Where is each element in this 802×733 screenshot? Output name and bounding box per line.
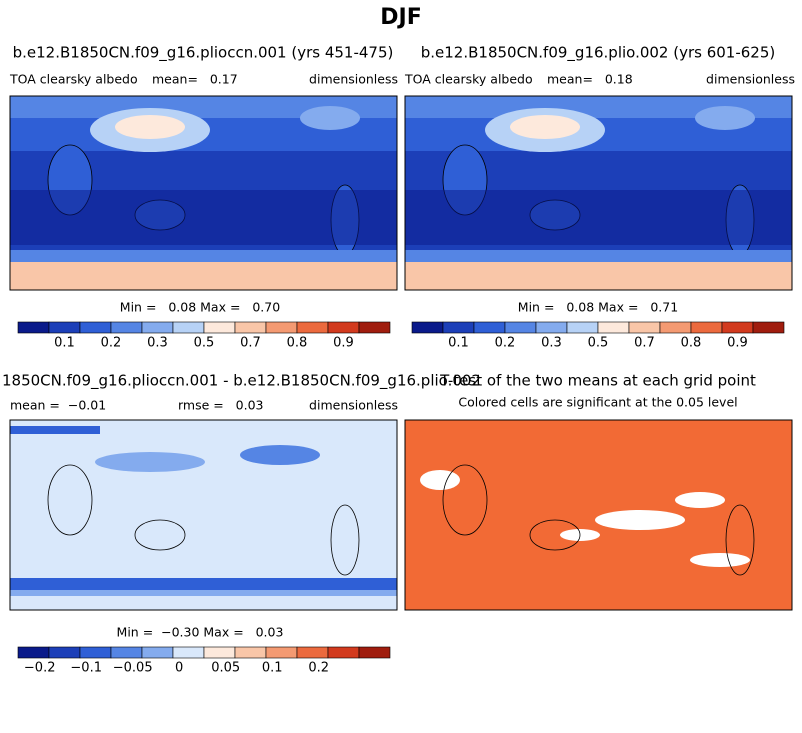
panel-title: b.e12.B1850CN.f09_g16.plioccn.001 (yrs 4… <box>13 44 394 63</box>
map <box>404 95 793 291</box>
colorbar-box <box>566 321 599 334</box>
variable-label: TOA clearsky albedo <box>9 72 138 87</box>
colorbar-label: 0.1 <box>54 336 75 351</box>
colorbar-box <box>597 321 630 334</box>
mean-label: mean= 0.17 <box>152 72 238 87</box>
colorbar-box <box>411 321 444 334</box>
colorbar-box <box>17 321 50 334</box>
min-max: Min = 0.08 Max = 0.71 <box>518 300 678 315</box>
colorbar-box <box>265 646 298 659</box>
colorbar-box <box>234 646 267 659</box>
colorbar-label: 0.3 <box>147 336 168 351</box>
colorbar-box <box>17 646 50 659</box>
colorbar-box <box>48 646 81 659</box>
colorbar-box <box>110 321 143 334</box>
colorbar-label: −0.1 <box>70 661 102 676</box>
colorbar-label: 0.1 <box>448 336 469 351</box>
panel-title: 1850CN.f09_g16.plioccn.001 - b.e12.B1850… <box>2 372 481 391</box>
colorbar-box <box>358 646 391 659</box>
colorbar-box <box>48 321 81 334</box>
colorbar-box <box>296 646 329 659</box>
figure-title: DJF <box>380 5 421 30</box>
colorbar-box <box>172 321 205 334</box>
colorbar-box <box>203 646 236 659</box>
panel-title: b.e12.B1850CN.f09_g16.plio.002 (yrs 601-… <box>421 44 776 63</box>
colorbar-label: 0.5 <box>194 336 215 351</box>
colorbar-box <box>659 321 692 334</box>
colorbar-label: 0.3 <box>541 336 562 351</box>
colorbar-label: 0.2 <box>308 661 329 676</box>
colorbar-box <box>473 321 506 334</box>
colorbar-box <box>79 321 112 334</box>
colorbar-box <box>327 646 360 659</box>
colorbar-label: 0.5 <box>588 336 609 351</box>
colorbar-box <box>721 321 754 334</box>
map <box>404 419 793 611</box>
colorbar-box <box>296 321 329 334</box>
colorbar-label: 0 <box>175 661 183 676</box>
colorbar-box <box>265 321 298 334</box>
colorbar-box <box>141 646 174 659</box>
min-max: Min = −0.30 Max = 0.03 <box>117 625 284 640</box>
rmse-label: rmse = 0.03 <box>178 398 264 413</box>
map <box>9 95 398 291</box>
colorbar-box <box>535 321 568 334</box>
panel-subtitle: Colored cells are significant at the 0.0… <box>458 395 737 410</box>
colorbar-box <box>752 321 785 334</box>
colorbar-label: 0.7 <box>634 336 655 351</box>
colorbar-label: 0.2 <box>101 336 122 351</box>
colorbar-label: 0.9 <box>727 336 748 351</box>
colorbar-box <box>327 321 360 334</box>
colorbar-box <box>358 321 391 334</box>
colorbar-label: −0.05 <box>113 661 153 676</box>
colorbar-box <box>141 321 174 334</box>
colorbar-box <box>234 321 267 334</box>
units-label: dimensionless <box>706 72 795 87</box>
colorbar-box <box>690 321 723 334</box>
mean-label: mean= 0.18 <box>547 72 633 87</box>
colorbar-label: 0.8 <box>287 336 308 351</box>
colorbar-label: 0.1 <box>262 661 283 676</box>
colorbar-label: 0.8 <box>681 336 702 351</box>
colorbar-label: −0.2 <box>24 661 56 676</box>
colorbar-box <box>79 646 112 659</box>
mean-label: mean = −0.01 <box>10 398 106 413</box>
colorbar-box <box>442 321 475 334</box>
colorbar-label: 0.7 <box>240 336 261 351</box>
colorbar-box <box>628 321 661 334</box>
units-label: dimensionless <box>309 398 398 413</box>
panel-title: T-test of the two means at each grid poi… <box>439 372 756 390</box>
colorbar-label: 0.05 <box>211 661 240 676</box>
colorbar-box <box>504 321 537 334</box>
min-max: Min = 0.08 Max = 0.70 <box>120 300 280 315</box>
map <box>9 419 398 611</box>
colorbar-label: 0.9 <box>333 336 354 351</box>
colorbar-box <box>110 646 143 659</box>
colorbar-label: 0.2 <box>495 336 516 351</box>
units-label: dimensionless <box>309 72 398 87</box>
colorbar-box <box>172 646 205 659</box>
colorbar-box <box>203 321 236 334</box>
variable-label: TOA clearsky albedo <box>404 72 533 87</box>
